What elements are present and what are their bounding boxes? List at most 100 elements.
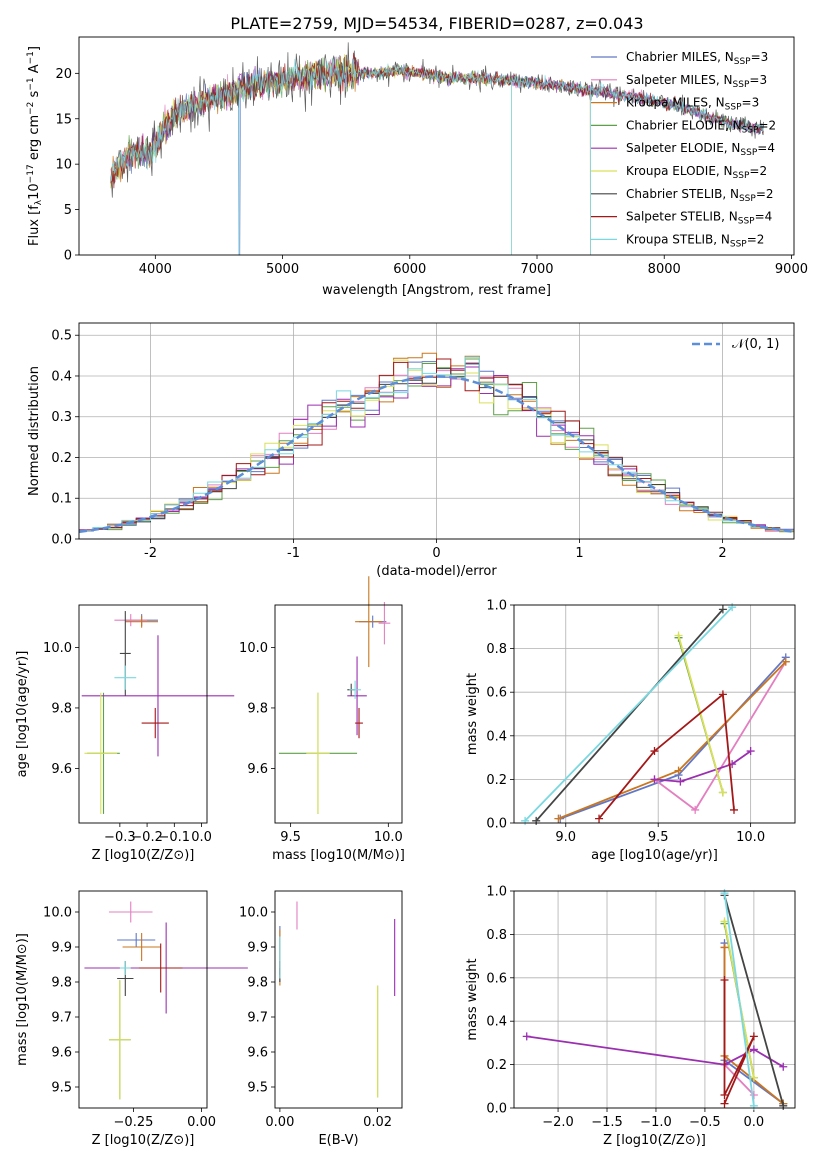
x-tick-label: −0.2 (131, 830, 163, 845)
legend-label: Chabrier STELIB, NSSP=2 (626, 187, 774, 204)
y-tick-label: 9.6 (51, 1046, 72, 1061)
residuals-xlabel: (data-model)/error (376, 564, 497, 579)
x-tick-label: 0.00 (265, 1115, 294, 1130)
mass-vs-Z-frame (78, 890, 208, 1109)
x-tick-label: 10.0 (736, 830, 765, 845)
residual-histogram (79, 358, 794, 532)
series-line (598, 692, 735, 820)
x-tick-label: 9.5 (648, 830, 669, 845)
massweight-vs-Z-ylabel: mass weight (465, 958, 480, 1040)
residuals-ylabel: Normed distribution (27, 366, 42, 496)
y-tick-label: 1.0 (486, 885, 507, 900)
series-marker (728, 603, 737, 612)
series-marker (749, 1045, 758, 1054)
legend-label: Chabrier ELODIE, NSSP=2 (626, 118, 776, 135)
series-marker (720, 1090, 729, 1099)
series-marker (749, 1073, 758, 1082)
y-tick-label: 9.8 (51, 701, 72, 716)
massweight-vs-age-series (521, 603, 790, 825)
series-marker (749, 1101, 758, 1110)
series-marker (729, 805, 738, 814)
y-tick-label: 0.2 (486, 773, 507, 788)
x-tick-label: −1.5 (591, 1115, 623, 1130)
legend-label: Chabrier MILES, NSSP=3 (626, 50, 768, 67)
y-tick-label: 9.5 (51, 1081, 72, 1096)
y-tick-label: 9.8 (51, 976, 72, 991)
x-tick-label: 2 (718, 546, 726, 561)
series-line (524, 606, 733, 822)
y-tick-label: 0.6 (486, 971, 507, 986)
series-marker (781, 657, 790, 666)
x-tick-label: 7000 (520, 262, 553, 277)
residual-histograms (78, 352, 795, 534)
x-tick-label: 0.00 (187, 1115, 216, 1130)
panels: 4000 5000 6000 7000 8000 900005101520Chabrier… (15, 36, 808, 1148)
massweight-vs-age-frame (513, 604, 796, 824)
y-tick-label: 9.5 (247, 1081, 268, 1096)
series-line (526, 1035, 784, 1068)
x-tick-label: −1.0 (640, 1115, 672, 1130)
series-marker (779, 1101, 788, 1110)
x-tick-label: −0.1 (159, 830, 191, 845)
age-vs-Z-frame (78, 604, 208, 824)
y-tick-label: 9.8 (247, 701, 268, 716)
x-tick-label: 1 (575, 546, 583, 561)
y-tick-label: 9.7 (51, 1011, 72, 1026)
spectrum-ylabel: Flux [fλ10−17 erg cm−2 s−1 A−1] (26, 46, 44, 246)
y-tick-label: 10.0 (239, 641, 268, 656)
x-tick-label: 5000 (266, 262, 299, 277)
massweight-vs-Z-axes: −2.0 −1.5 −1.0 −0.5 0.0 0.0 0.2 0.4 0.6 0.8 1.0 (486, 885, 795, 1130)
x-tick-label: 9000 (775, 262, 808, 277)
series-line (723, 980, 755, 1105)
age-vs-mass-frame (274, 604, 403, 824)
series-marker (532, 816, 541, 825)
legend-label: 𝒩(0, 1) (732, 337, 779, 352)
series-marker (720, 1099, 729, 1108)
series-line (558, 661, 787, 820)
age-vs-Z-xlabel: Z [log10(Z/Z⊙)] (92, 848, 195, 863)
y-tick-label: 9.9 (51, 941, 72, 956)
y-tick-label: 9.8 (247, 976, 268, 991)
y-tick-label: 0.6 (486, 686, 507, 701)
normal-curve (78, 375, 795, 534)
series-marker (746, 747, 755, 756)
series-marker (718, 788, 727, 797)
y-tick-label: 9.6 (247, 1046, 268, 1061)
residuals-frame (78, 322, 795, 540)
series-marker (676, 777, 685, 786)
age-vs-mass-points (278, 576, 391, 814)
mass-vs-Z-xlabel: Z [log10(Z/Z⊙)] (92, 1133, 195, 1148)
series-line (535, 608, 724, 822)
x-tick-label: 0.02 (363, 1115, 392, 1130)
series-marker (720, 943, 729, 952)
age-vs-mass-axes: 9.5 10.0 9.6 9.8 10.0 (239, 641, 403, 845)
series-marker (674, 766, 683, 775)
massweight-vs-Z-series (522, 889, 788, 1110)
massweight-vs-age-ylabel: mass weight (465, 673, 480, 755)
legend-label: Kroupa MILES, NSSP=3 (626, 96, 759, 113)
series-marker (720, 889, 729, 898)
series-marker (554, 814, 563, 823)
x-tick-label: 8000 (648, 262, 681, 277)
massweight-vs-age-xlabel: age [log10(age/yr)] (591, 848, 718, 863)
y-tick-label: 0.4 (486, 729, 507, 744)
series-marker (779, 1062, 788, 1071)
x-tick-label: 9.0 (555, 830, 576, 845)
y-tick-label: 0.4 (486, 1015, 507, 1030)
series-line (723, 895, 785, 1107)
series-line (723, 893, 755, 1106)
y-tick-label: 0.1 (51, 492, 72, 507)
age-vs-mass-xlabel: mass [log10(M/M⊙)] (272, 848, 405, 863)
x-tick-label: 0.0 (191, 830, 212, 845)
y-tick-label: 10 (55, 158, 72, 173)
series-marker (720, 975, 729, 984)
series-line (677, 635, 724, 793)
x-tick-label: 4000 (139, 262, 172, 277)
series-marker (718, 605, 727, 614)
massweight-vs-age-axes: 9.0 9.5 10.0 0.0 0.2 0.4 0.6 0.8 1.0 (486, 599, 795, 845)
y-tick-label: 9.9 (247, 941, 268, 956)
spectrum-legend: Chabrier MILES, NSSP=3 Salpeter MILES, NS… (591, 50, 776, 249)
residuals-axes: -2 -1 0 1 2 0.0 0.1 0.2 0.3 0.4 0.5 (51, 323, 794, 561)
residual-histogram (79, 356, 794, 532)
x-tick-label: 0.0 (744, 1115, 765, 1130)
